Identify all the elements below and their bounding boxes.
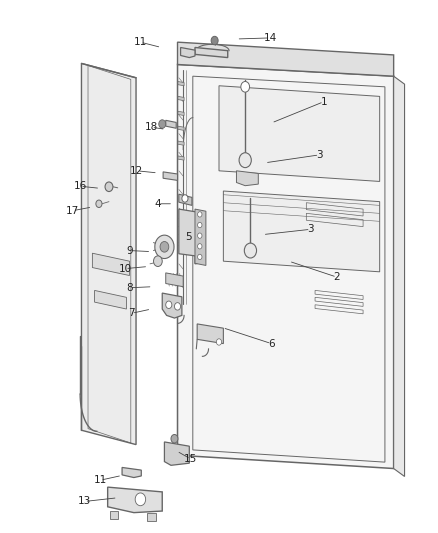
Text: 1: 1 <box>321 96 327 107</box>
Circle shape <box>216 339 222 345</box>
Polygon shape <box>178 82 184 86</box>
Circle shape <box>166 301 172 309</box>
Text: 10: 10 <box>119 264 132 273</box>
Polygon shape <box>219 86 380 181</box>
Text: 2: 2 <box>334 272 340 282</box>
Polygon shape <box>178 96 184 101</box>
Text: 18: 18 <box>145 122 158 132</box>
Text: 8: 8 <box>126 283 133 293</box>
Polygon shape <box>108 487 162 513</box>
Text: 12: 12 <box>130 166 144 176</box>
Polygon shape <box>122 467 141 478</box>
Circle shape <box>198 212 202 217</box>
Circle shape <box>211 36 218 45</box>
Polygon shape <box>162 293 182 318</box>
Text: 5: 5 <box>185 232 192 243</box>
Polygon shape <box>177 42 394 76</box>
Polygon shape <box>223 191 380 272</box>
Polygon shape <box>81 63 136 445</box>
Text: 9: 9 <box>126 246 133 255</box>
Circle shape <box>160 241 169 252</box>
Text: 7: 7 <box>128 308 135 318</box>
Circle shape <box>198 254 202 260</box>
Text: 14: 14 <box>264 33 277 43</box>
Polygon shape <box>197 324 223 344</box>
Polygon shape <box>179 194 192 205</box>
Polygon shape <box>178 126 184 131</box>
Circle shape <box>198 222 202 228</box>
Text: 3: 3 <box>307 224 314 235</box>
Circle shape <box>239 153 251 167</box>
Polygon shape <box>179 209 205 264</box>
Polygon shape <box>164 442 189 465</box>
Circle shape <box>135 493 146 506</box>
Circle shape <box>155 235 174 259</box>
Circle shape <box>182 195 188 202</box>
Circle shape <box>96 200 102 207</box>
Polygon shape <box>178 141 184 146</box>
Text: 6: 6 <box>268 338 275 349</box>
Polygon shape <box>180 47 195 58</box>
Polygon shape <box>177 64 394 469</box>
Circle shape <box>105 182 113 191</box>
Text: 15: 15 <box>184 454 197 464</box>
Circle shape <box>198 233 202 238</box>
Polygon shape <box>166 273 183 287</box>
Text: 17: 17 <box>66 206 79 216</box>
Polygon shape <box>166 120 176 128</box>
Polygon shape <box>110 511 118 519</box>
Polygon shape <box>237 171 258 185</box>
Text: 16: 16 <box>74 181 87 191</box>
Polygon shape <box>147 513 155 521</box>
Polygon shape <box>178 156 184 160</box>
Polygon shape <box>95 290 127 309</box>
Circle shape <box>244 243 257 258</box>
Polygon shape <box>195 209 206 265</box>
Circle shape <box>171 434 178 443</box>
Polygon shape <box>394 76 405 477</box>
Text: 3: 3 <box>316 150 323 160</box>
Circle shape <box>153 256 162 266</box>
Circle shape <box>174 303 180 310</box>
Text: 11: 11 <box>94 475 107 485</box>
Text: 11: 11 <box>134 37 147 47</box>
Polygon shape <box>178 111 184 116</box>
Text: 4: 4 <box>155 199 161 209</box>
Polygon shape <box>92 253 130 276</box>
Polygon shape <box>163 172 177 180</box>
Circle shape <box>198 244 202 249</box>
Text: 13: 13 <box>78 496 91 506</box>
Circle shape <box>241 82 250 92</box>
Polygon shape <box>195 47 228 58</box>
Circle shape <box>159 120 166 128</box>
